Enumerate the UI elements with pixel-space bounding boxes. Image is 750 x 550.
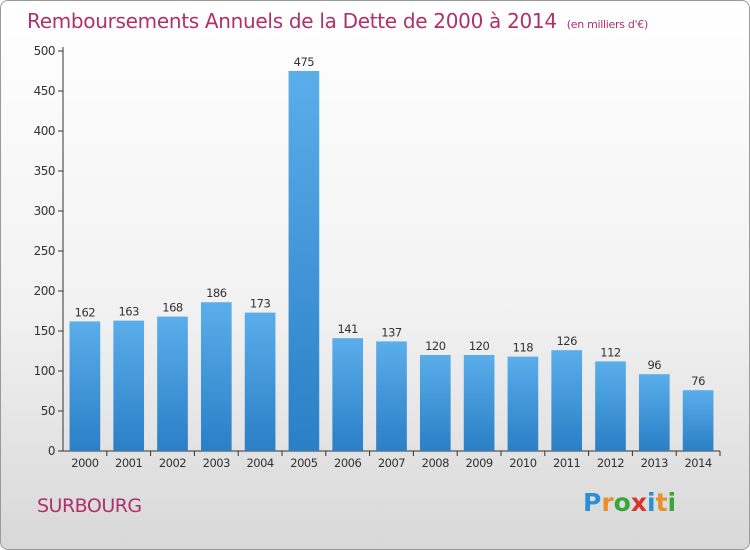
bar-value-label: 141 [337,322,358,336]
bar-value-label: 162 [75,305,96,319]
bar-value-label: 186 [206,286,227,300]
bar-value-label: 112 [600,345,621,359]
x-tick-label: 2000 [71,456,98,470]
x-tick-label: 2008 [422,456,449,470]
bar [376,341,407,451]
bar [157,316,188,451]
bar-value-label: 76 [691,374,705,388]
y-tick-label: 250 [34,244,55,258]
bar-value-label: 137 [381,325,402,339]
bar [200,302,232,451]
chart-title: Remboursements Annuels de la Dette de 20… [27,9,648,33]
y-tick-label: 200 [34,284,55,298]
bar [638,374,670,451]
y-tick-label: 150 [34,324,55,338]
bar-value-label: 163 [118,305,139,319]
bar-value-label: 173 [250,297,271,311]
x-tick-label: 2014 [684,456,711,470]
bar [507,356,539,451]
bar [419,355,451,451]
x-tick-label: 2002 [159,456,186,470]
y-tick-label: 300 [34,204,55,218]
bar-value-label: 168 [162,301,183,315]
logo-letter: t [655,488,668,517]
bar [244,312,276,451]
x-tick-label: 2006 [334,456,361,470]
bar [288,71,320,451]
x-tick-label: 2001 [115,456,142,470]
bar [69,321,101,451]
bar [595,361,626,451]
logo-letter: P [583,488,602,517]
bar [551,350,583,451]
x-tick-label: 2003 [203,456,230,470]
town-name: SURBOURG [37,495,142,517]
bar [463,355,495,451]
logo-letter: x [630,488,647,517]
x-tick-label: 2005 [290,456,317,470]
y-tick-label: 350 [34,164,55,178]
x-tick-label: 2011 [553,456,580,470]
y-tick-label: 0 [48,444,55,458]
bar [113,320,145,451]
x-tick-label: 2013 [641,456,668,470]
x-tick-label: 2012 [597,456,624,470]
x-tick-label: 2007 [378,456,405,470]
y-tick-label: 100 [34,364,55,378]
bar [682,390,714,451]
x-tick-label: 2004 [246,456,273,470]
bar-value-label: 126 [556,334,577,348]
bar-value-label: 96 [647,358,661,372]
x-tick-label: 2010 [509,456,536,470]
y-tick-label: 50 [41,404,55,418]
bar-value-label: 120 [469,339,490,353]
logo-letter: o [613,488,631,517]
bar [332,338,364,451]
chart-subtitle: (en milliers d'€) [566,18,648,31]
bar-value-label: 120 [425,339,446,353]
y-tick-label: 450 [34,84,55,98]
proxiti-logo[interactable]: Proxiti [583,488,676,517]
y-tick-label: 400 [34,124,55,138]
bar-value-label: 118 [513,341,534,355]
logo-letter: r [601,488,614,517]
logo-letter: i [667,488,677,517]
y-tick-label: 500 [34,44,55,58]
chart-title-text: Remboursements Annuels de la Dette de 20… [27,9,557,33]
bar-value-label: 475 [294,55,315,69]
logo-letter: i [647,488,656,517]
x-tick-label: 2009 [465,456,492,470]
